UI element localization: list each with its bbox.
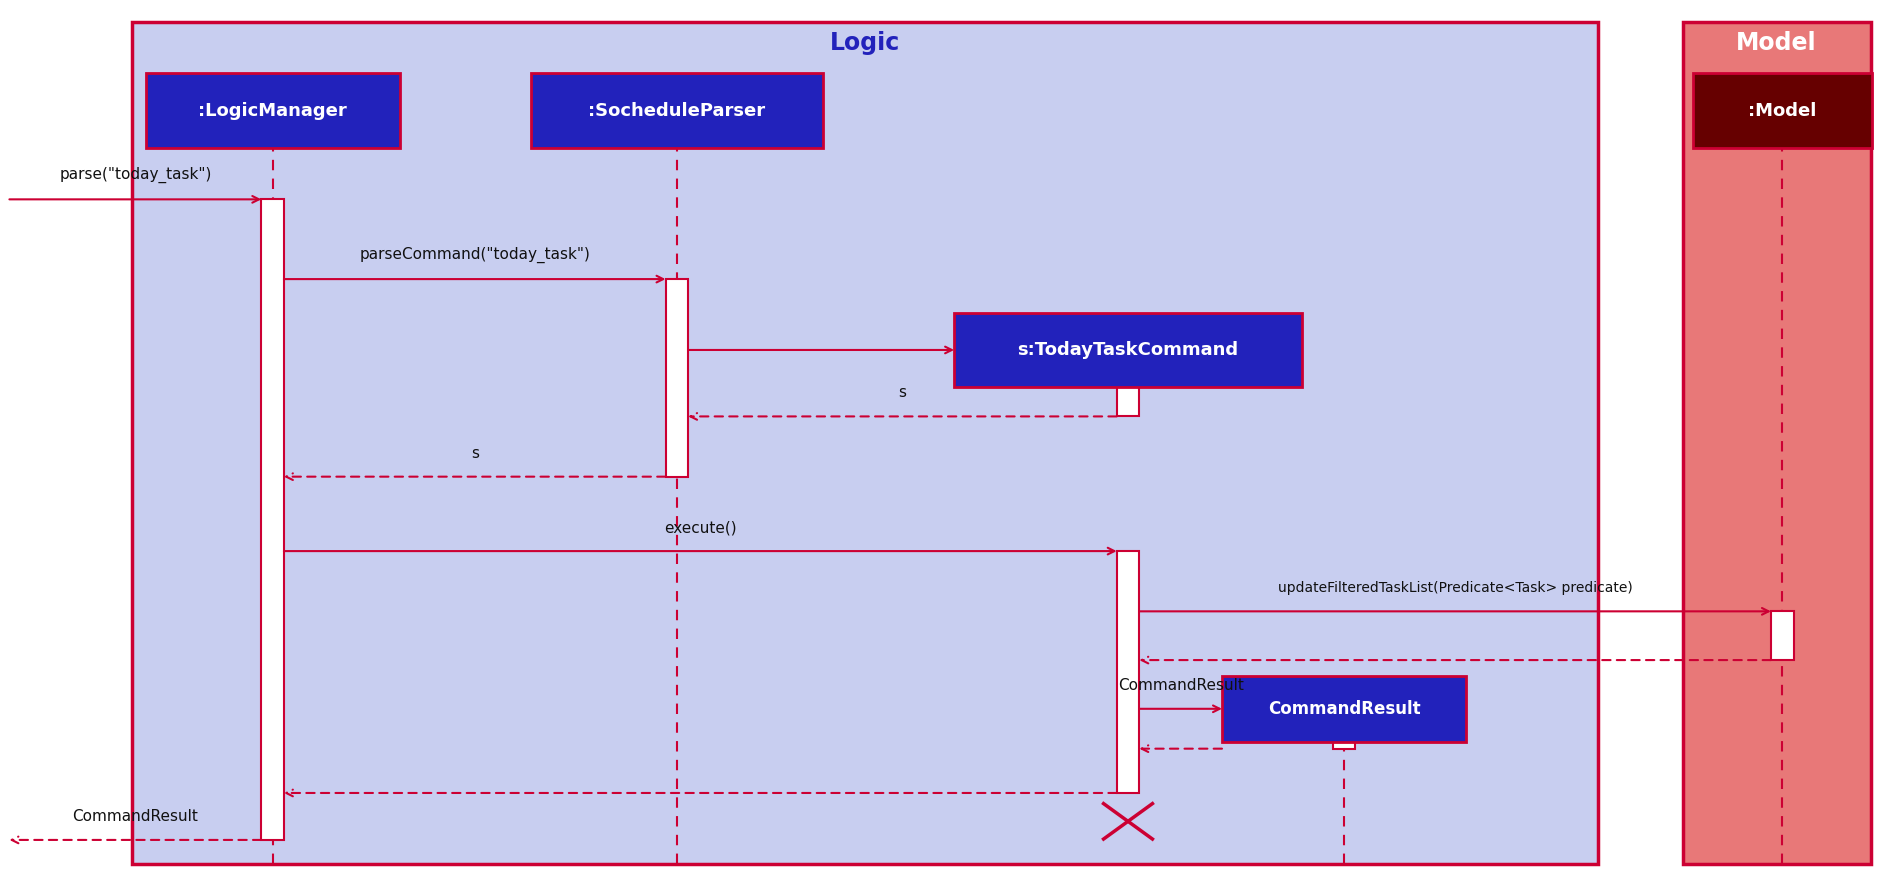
FancyBboxPatch shape — [530, 74, 823, 149]
FancyBboxPatch shape — [145, 74, 399, 149]
FancyBboxPatch shape — [953, 314, 1301, 386]
FancyBboxPatch shape — [132, 22, 1598, 864]
Text: s: s — [470, 446, 479, 461]
Text: Logic: Logic — [829, 31, 901, 55]
FancyBboxPatch shape — [1117, 551, 1139, 793]
FancyBboxPatch shape — [1771, 611, 1794, 660]
Text: CommandResult: CommandResult — [73, 809, 197, 824]
Text: s:TodayTaskCommand: s:TodayTaskCommand — [1017, 341, 1239, 359]
Text: execute(): execute() — [664, 520, 737, 535]
Text: parseCommand("today_task"): parseCommand("today_task") — [359, 247, 590, 263]
Text: :LogicManager: :LogicManager — [197, 102, 348, 120]
Text: CommandResult: CommandResult — [1267, 700, 1421, 718]
Text: s: s — [899, 385, 906, 400]
FancyBboxPatch shape — [261, 199, 284, 840]
Text: :Model: :Model — [1748, 102, 1816, 120]
FancyBboxPatch shape — [1222, 676, 1466, 742]
FancyBboxPatch shape — [666, 279, 688, 477]
FancyBboxPatch shape — [1692, 74, 1872, 149]
Text: CommandResult: CommandResult — [1119, 678, 1243, 693]
Text: Model: Model — [1737, 31, 1816, 55]
Text: :SocheduleParser: :SocheduleParser — [588, 102, 765, 120]
FancyBboxPatch shape — [1333, 742, 1355, 749]
Text: updateFilteredTaskList(Predicate<Task> predicate): updateFilteredTaskList(Predicate<Task> p… — [1278, 581, 1632, 595]
FancyBboxPatch shape — [1683, 22, 1871, 864]
FancyBboxPatch shape — [1117, 350, 1139, 416]
Text: parse("today_task"): parse("today_task") — [58, 167, 212, 183]
